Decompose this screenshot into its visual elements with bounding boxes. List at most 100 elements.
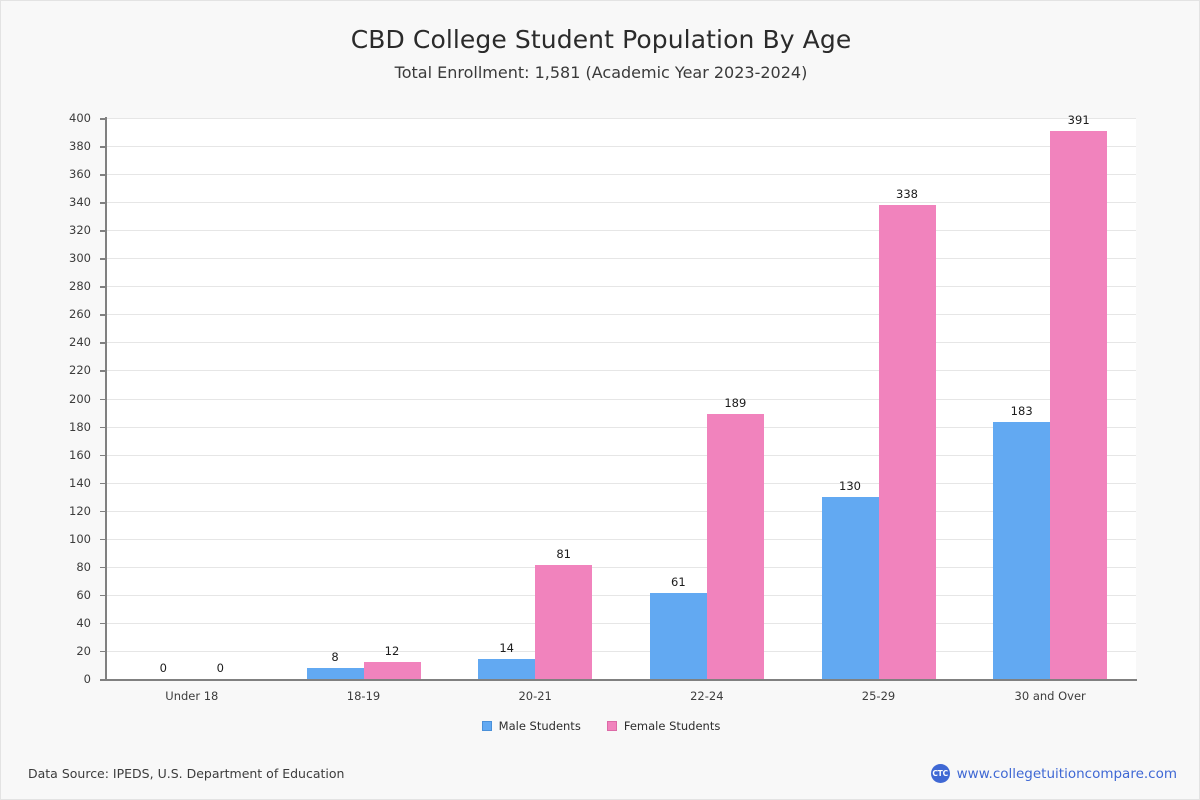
- y-axis-tick-label: 320: [69, 223, 91, 238]
- bar-male[interactable]: [993, 422, 1051, 679]
- gridline: [106, 566, 1136, 568]
- y-tick-mark: [100, 174, 106, 176]
- bar-value-label: 189: [724, 395, 747, 410]
- y-axis-tick-label: 120: [69, 503, 91, 518]
- gridline: [106, 118, 1136, 119]
- gridline: [106, 510, 1136, 512]
- legend-swatch-icon: [606, 721, 617, 731]
- chart-title: CBD College Student Population By Age: [350, 25, 852, 54]
- y-axis-tick-label: 240: [69, 335, 91, 350]
- bar-female[interactable]: [878, 204, 936, 679]
- bar-male[interactable]: [478, 659, 536, 679]
- gridline: [106, 650, 1136, 652]
- y-axis-tick-label: 60: [76, 587, 91, 602]
- y-tick-mark: [100, 538, 106, 541]
- y-axis-tick-label: 0: [83, 672, 91, 686]
- y-axis-tick-label: 200: [69, 391, 91, 406]
- y-tick-mark: [100, 679, 106, 681]
- legend-label: Male Students: [498, 719, 581, 733]
- x-axis-tick-label: 30 and Over: [1014, 689, 1086, 703]
- data-source-text: Data Source: IPEDS, U.S. Department of E…: [28, 766, 345, 781]
- x-axis-tick-label: 25-29: [861, 689, 896, 703]
- y-tick-mark: [100, 342, 106, 344]
- y-axis-tick-label: 140: [69, 475, 91, 490]
- bar-value-label: 338: [896, 186, 918, 201]
- y-axis-tick-label: 180: [69, 419, 91, 434]
- gridline: [106, 202, 1136, 204]
- gridline: [106, 454, 1136, 456]
- brand-url-link[interactable]: www.collegetuitioncompare.com: [956, 765, 1177, 782]
- bar-male[interactable]: [306, 667, 364, 679]
- y-tick-mark: [100, 622, 106, 625]
- x-axis-line: [105, 679, 1137, 681]
- gridline: [106, 146, 1136, 148]
- gridline: [106, 426, 1136, 428]
- gridline: [106, 286, 1136, 288]
- y-tick-mark: [100, 482, 106, 485]
- bar-value-label: 12: [384, 644, 400, 659]
- bar-value-label: 61: [671, 575, 686, 590]
- y-axis-tick-label: 380: [69, 139, 91, 154]
- ctc-logo-icon: CTC: [930, 764, 950, 783]
- bar-value-label: 0: [159, 661, 167, 675]
- y-axis-tick-label: 260: [69, 307, 91, 322]
- gridline: [106, 370, 1136, 372]
- y-tick-mark: [100, 258, 106, 260]
- bar-female[interactable]: [535, 565, 593, 679]
- x-axis-tick-label: Under 18: [165, 689, 219, 703]
- y-tick-mark: [100, 510, 106, 513]
- y-tick-mark: [100, 146, 106, 148]
- y-axis-tick-label: 220: [69, 363, 91, 378]
- y-axis-tick-label: 400: [69, 111, 91, 125]
- bar-value-label: 81: [556, 547, 571, 562]
- gridline: [106, 230, 1136, 232]
- y-axis-tick-label: 340: [69, 195, 91, 210]
- plot-area: [106, 118, 1136, 679]
- bar-value-label: 183: [1010, 404, 1033, 419]
- y-axis-tick-label: 300: [69, 251, 91, 266]
- bar-female[interactable]: [363, 662, 421, 679]
- y-tick-mark: [100, 370, 106, 372]
- bar-value-label: 130: [839, 478, 861, 493]
- legend-item-male[interactable]: Male Students: [481, 719, 581, 733]
- bar-male[interactable]: [649, 593, 707, 679]
- bar-value-label: 0: [216, 661, 224, 675]
- y-tick-mark: [100, 650, 106, 653]
- y-axis-tick-label: 160: [69, 447, 91, 462]
- y-tick-mark: [100, 314, 106, 316]
- y-tick-mark: [100, 594, 106, 597]
- bar-male[interactable]: [821, 496, 879, 679]
- y-axis-tick-label: 40: [76, 615, 91, 630]
- x-axis-tick-label: 22-24: [690, 689, 724, 703]
- gridline: [106, 342, 1136, 344]
- chart-legend: Male Students Female Students: [1, 719, 1200, 733]
- gridline: [106, 622, 1136, 624]
- legend-item-female[interactable]: Female Students: [606, 719, 721, 733]
- gridline: [106, 482, 1136, 484]
- y-axis-tick-label: 80: [76, 559, 91, 574]
- y-tick-mark: [100, 566, 106, 569]
- chart-subtitle: Total Enrollment: 1,581 (Academic Year 2…: [394, 63, 808, 82]
- y-tick-mark: [100, 230, 106, 232]
- y-axis-tick-label: 20: [76, 643, 91, 658]
- y-tick-mark: [100, 454, 106, 457]
- gridline: [106, 314, 1136, 316]
- y-tick-mark: [100, 398, 106, 400]
- y-axis-tick-label: 100: [69, 531, 91, 546]
- legend-label: Female Students: [623, 719, 721, 733]
- y-tick-mark: [100, 426, 106, 429]
- bar-value-label: 391: [1067, 112, 1090, 127]
- y-tick-mark: [100, 286, 106, 288]
- gridline: [106, 594, 1136, 596]
- bar-female[interactable]: [1050, 130, 1108, 679]
- bar-female[interactable]: [706, 413, 764, 679]
- bar-value-label: 14: [499, 641, 514, 656]
- x-axis-tick-label: 18-19: [346, 689, 381, 703]
- legend-swatch-icon: [481, 721, 492, 731]
- y-axis-tick-label: 360: [69, 167, 91, 182]
- y-tick-mark: [100, 202, 106, 204]
- gridline: [106, 538, 1136, 540]
- y-tick-mark: [100, 118, 106, 120]
- gridline: [106, 398, 1136, 400]
- brand-footer[interactable]: CTC www.collegetuitioncompare.com: [930, 764, 1177, 783]
